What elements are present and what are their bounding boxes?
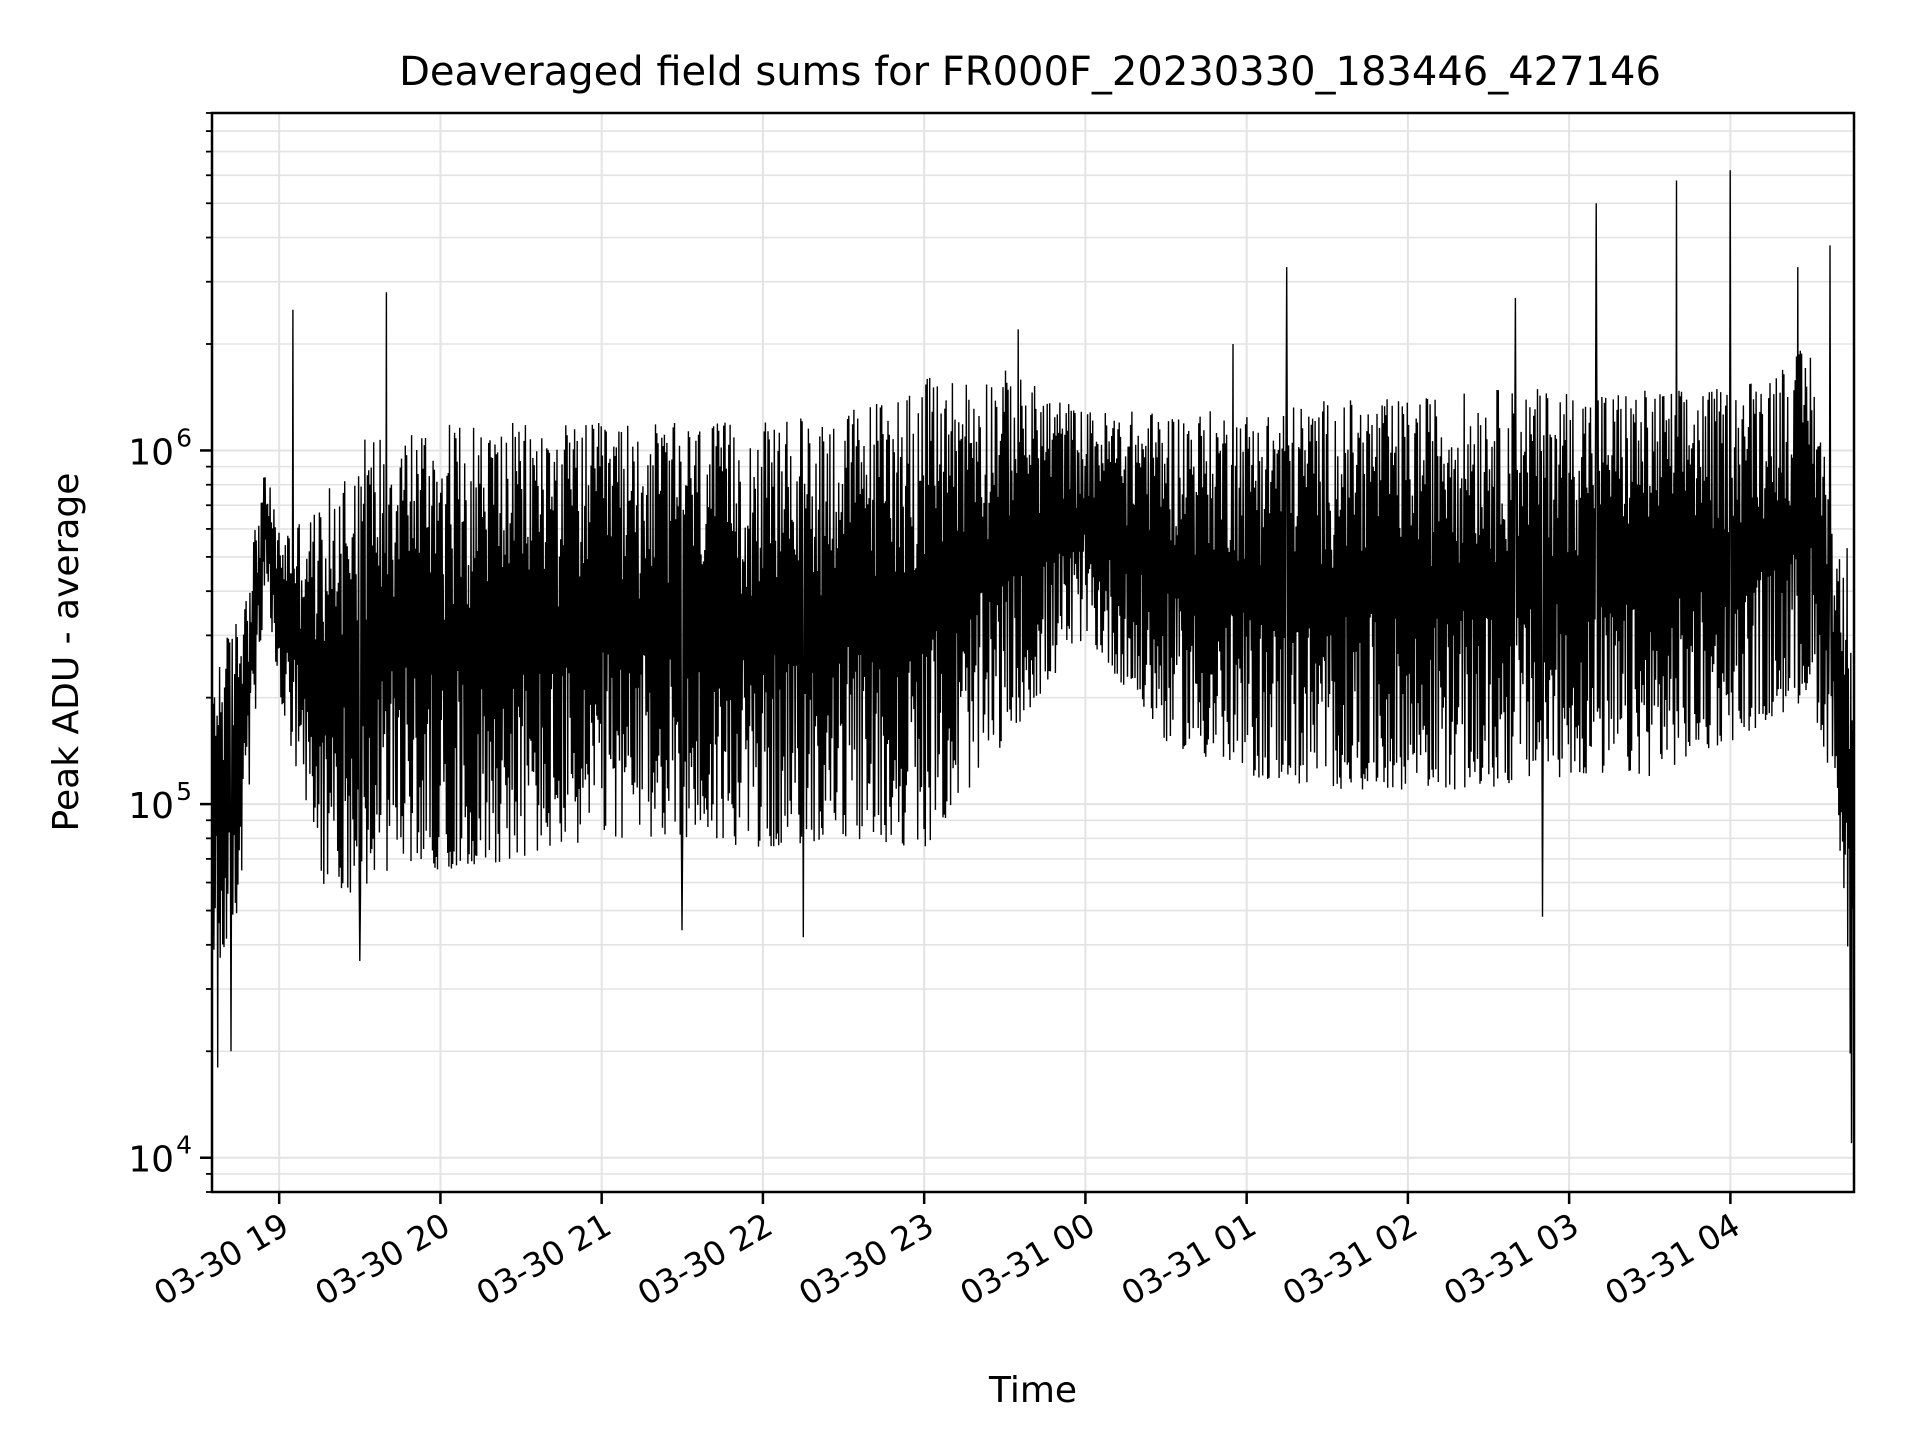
x-axis-label: Time (988, 1370, 1077, 1411)
chart-title: Deaveraged field sums for FR000F_2023033… (399, 49, 1661, 95)
y-tick-exponent: 5 (176, 777, 192, 806)
series-line (211, 170, 1855, 1144)
x-tick-label: 03-30 22 (631, 1205, 779, 1313)
x-tick-label: 03-31 04 (1598, 1205, 1746, 1313)
x-tick-label: 03-30 20 (308, 1205, 456, 1313)
x-tick-label: 03-30 19 (147, 1205, 295, 1313)
x-tick-label: 03-31 00 (953, 1205, 1101, 1313)
series-path (211, 170, 1855, 1144)
plot-frame (210, 111, 1856, 1194)
x-tick-label: 03-31 01 (1115, 1205, 1263, 1313)
y-tick-label: 10 (128, 432, 174, 473)
y-tick-exponent: 4 (176, 1131, 192, 1160)
x-tick-label: 03-31 02 (1276, 1205, 1424, 1313)
x-tick-label: 03-31 03 (1437, 1205, 1585, 1313)
y-tick-label: 10 (128, 786, 174, 827)
y-tick-label: 10 (128, 1140, 174, 1181)
x-axis-ticks: 03-30 19 03-30 20 03-30 21 03-30 22 03-30 23… (147, 1192, 1746, 1313)
x-tick-label: 03-30 23 (792, 1205, 940, 1313)
y-axis-label: Peak ADU - average (46, 473, 87, 832)
x-tick-label: 03-30 21 (470, 1205, 618, 1313)
y-tick-exponent: 6 (176, 423, 192, 452)
